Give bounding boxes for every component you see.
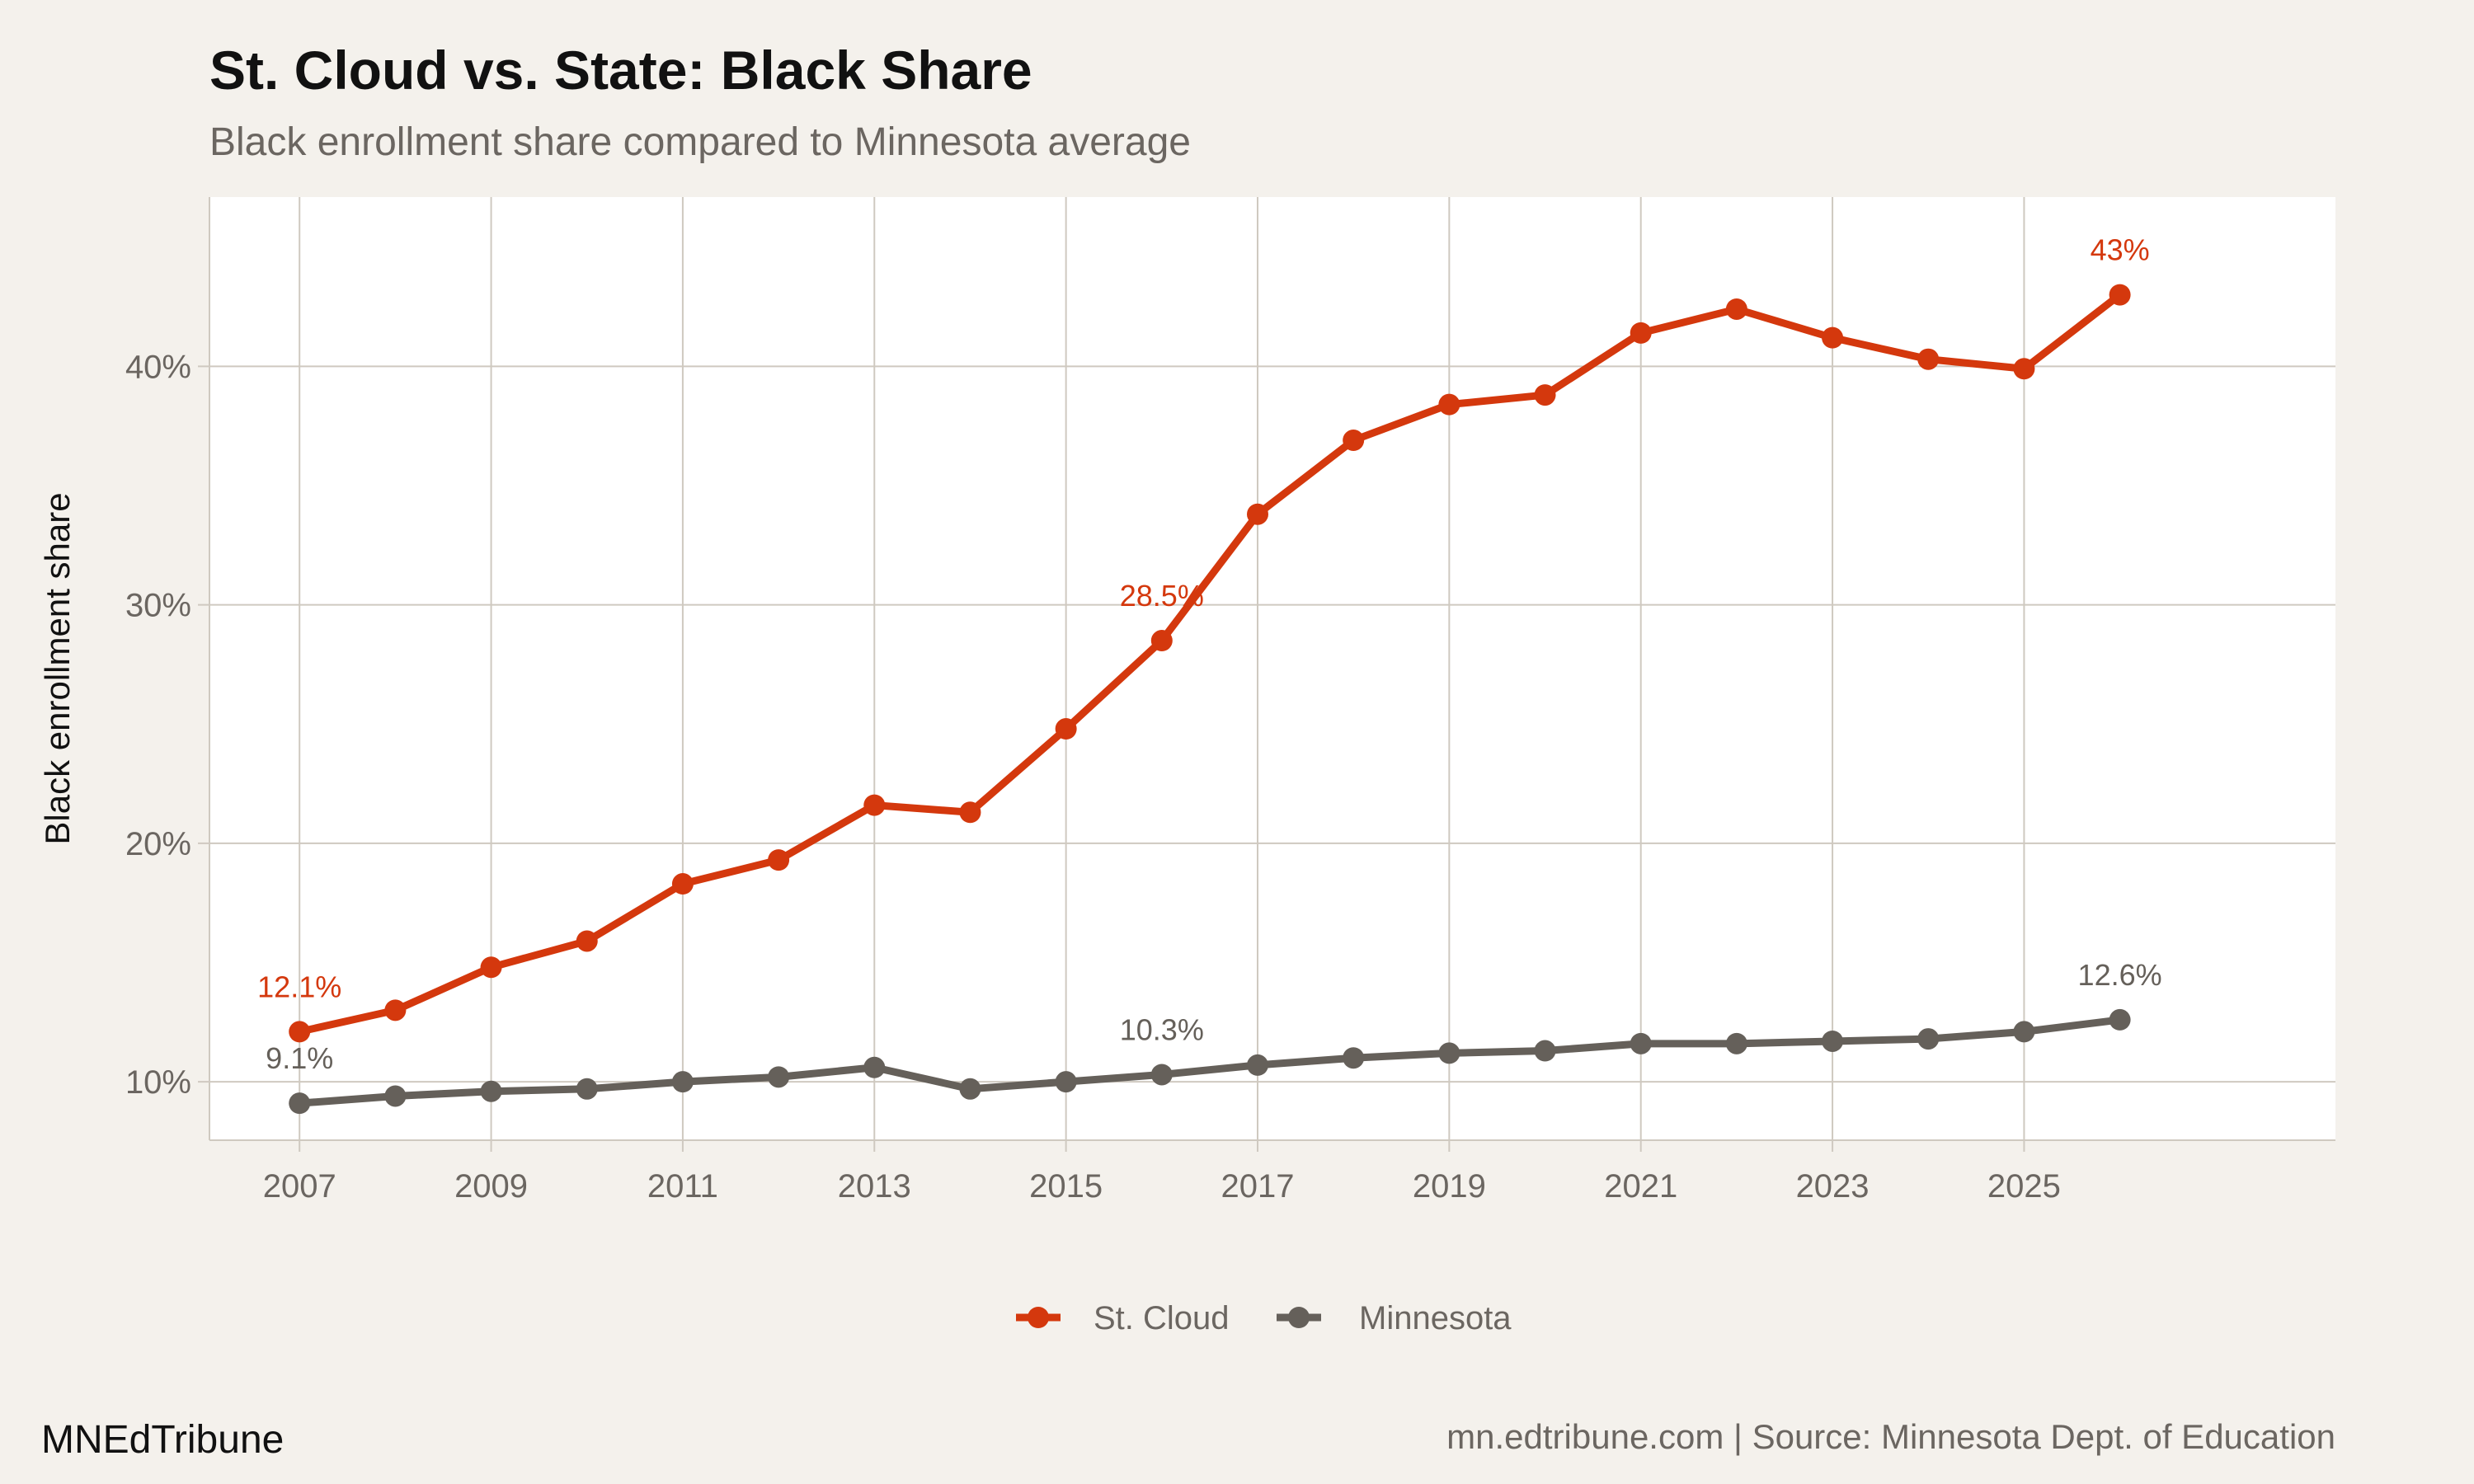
x-tick-label: 2011	[647, 1168, 718, 1205]
axes: 2007 2009 2011 2013 2015 2017 2019 2021 2023 2025…	[125, 197, 2335, 1205]
minnesota-point	[2013, 1021, 2035, 1043]
st-cloud-point	[1150, 630, 1173, 652]
y-tick-label: 30%	[125, 588, 191, 624]
minnesota-point	[959, 1078, 981, 1100]
y-tick-label: 20%	[125, 826, 191, 862]
st-cloud-point	[480, 956, 502, 979]
st-cloud-legend-label: St. Cloud	[1094, 1300, 1230, 1336]
st-cloud-point	[1917, 348, 1940, 370]
x-tick-label: 2025	[1987, 1168, 2061, 1205]
st-cloud-line	[299, 292, 2123, 1036]
x-tick-label: 2019	[1413, 1168, 1486, 1205]
series-layer: 12.1% 28.5% 43% 9.1% 10.3% 12.6%	[257, 233, 2162, 1115]
minnesota-line	[299, 1016, 2121, 1107]
minnesota-point	[576, 1078, 598, 1100]
st-cloud-point	[2013, 358, 2035, 380]
x-tick-label: 2007	[263, 1168, 336, 1205]
y-tick-label: 40%	[125, 349, 191, 385]
minnesota-legend-marker	[1288, 1307, 1310, 1328]
minnesota-point	[1343, 1047, 1365, 1069]
x-tick-label: 2009	[454, 1168, 528, 1205]
minnesota-legend-label: Minnesota	[1359, 1300, 1512, 1336]
minnesota-point	[1534, 1040, 1556, 1062]
st-cloud-point	[384, 999, 407, 1021]
chart-subtitle: Black enrollment share compared to Minne…	[209, 120, 1191, 164]
minnesota-point	[1822, 1030, 1844, 1052]
chart-title: St. Cloud vs. State: Black Share	[209, 40, 1032, 101]
st-cloud-point	[863, 794, 886, 816]
st-cloud-point	[1343, 430, 1365, 452]
x-tick-label: 2021	[1604, 1168, 1677, 1205]
legend: St. Cloud Minnesota	[1016, 1300, 1512, 1336]
y-axis-label: Black enrollment share	[38, 492, 77, 844]
st-cloud-point	[1534, 384, 1556, 406]
st-cloud-point	[2109, 284, 2131, 306]
st-cloud-data-label: 12.1%	[257, 970, 341, 1003]
st-cloud-point	[959, 801, 981, 824]
st-cloud-point	[1630, 322, 1652, 344]
minnesota-point	[1246, 1054, 1268, 1076]
x-tick-label: 2013	[838, 1168, 911, 1205]
y-tick-label: 10%	[125, 1064, 191, 1101]
st-cloud-point	[1822, 326, 1844, 349]
minnesota-data-label: 12.6%	[2078, 958, 2162, 992]
st-cloud-data-label: 28.5%	[1120, 579, 1204, 613]
minnesota-data-label: 9.1%	[266, 1041, 333, 1075]
minnesota-point	[671, 1071, 694, 1093]
minnesota-point	[289, 1092, 311, 1115]
minnesota-point	[480, 1080, 502, 1102]
x-tick-label: 2017	[1221, 1168, 1295, 1205]
minnesota-point	[384, 1085, 407, 1107]
minnesota-point	[863, 1056, 886, 1078]
st-cloud-point	[576, 930, 598, 952]
st-cloud-data-label: 43%	[2091, 233, 2150, 267]
minnesota-point	[1438, 1042, 1460, 1064]
x-tick-label: 2023	[1796, 1168, 1870, 1205]
st-cloud-point	[1438, 393, 1460, 416]
brand-logo-text: MNEdTribune	[41, 1418, 284, 1462]
st-cloud-point	[1055, 718, 1077, 740]
st-cloud-point	[1725, 298, 1747, 320]
minnesota-point	[1055, 1071, 1077, 1093]
minnesota-data-label: 10.3%	[1120, 1012, 1204, 1046]
st-cloud-point	[768, 849, 790, 871]
minnesota-point	[1725, 1032, 1747, 1054]
minnesota-point	[1917, 1028, 1940, 1050]
st-cloud-point	[671, 873, 694, 895]
minnesota-point	[1630, 1032, 1652, 1054]
minnesota-point	[2109, 1008, 2131, 1031]
source-note: mn.edtribune.com | Source: Minnesota Dep…	[1446, 1417, 2335, 1456]
st-cloud-point	[289, 1021, 311, 1043]
plot-panel	[209, 197, 2335, 1140]
st-cloud-legend-marker	[1028, 1307, 1049, 1328]
minnesota-point	[768, 1066, 790, 1088]
st-cloud-point	[1246, 503, 1268, 525]
minnesota-point	[1150, 1064, 1173, 1086]
x-tick-label: 2015	[1029, 1168, 1103, 1205]
